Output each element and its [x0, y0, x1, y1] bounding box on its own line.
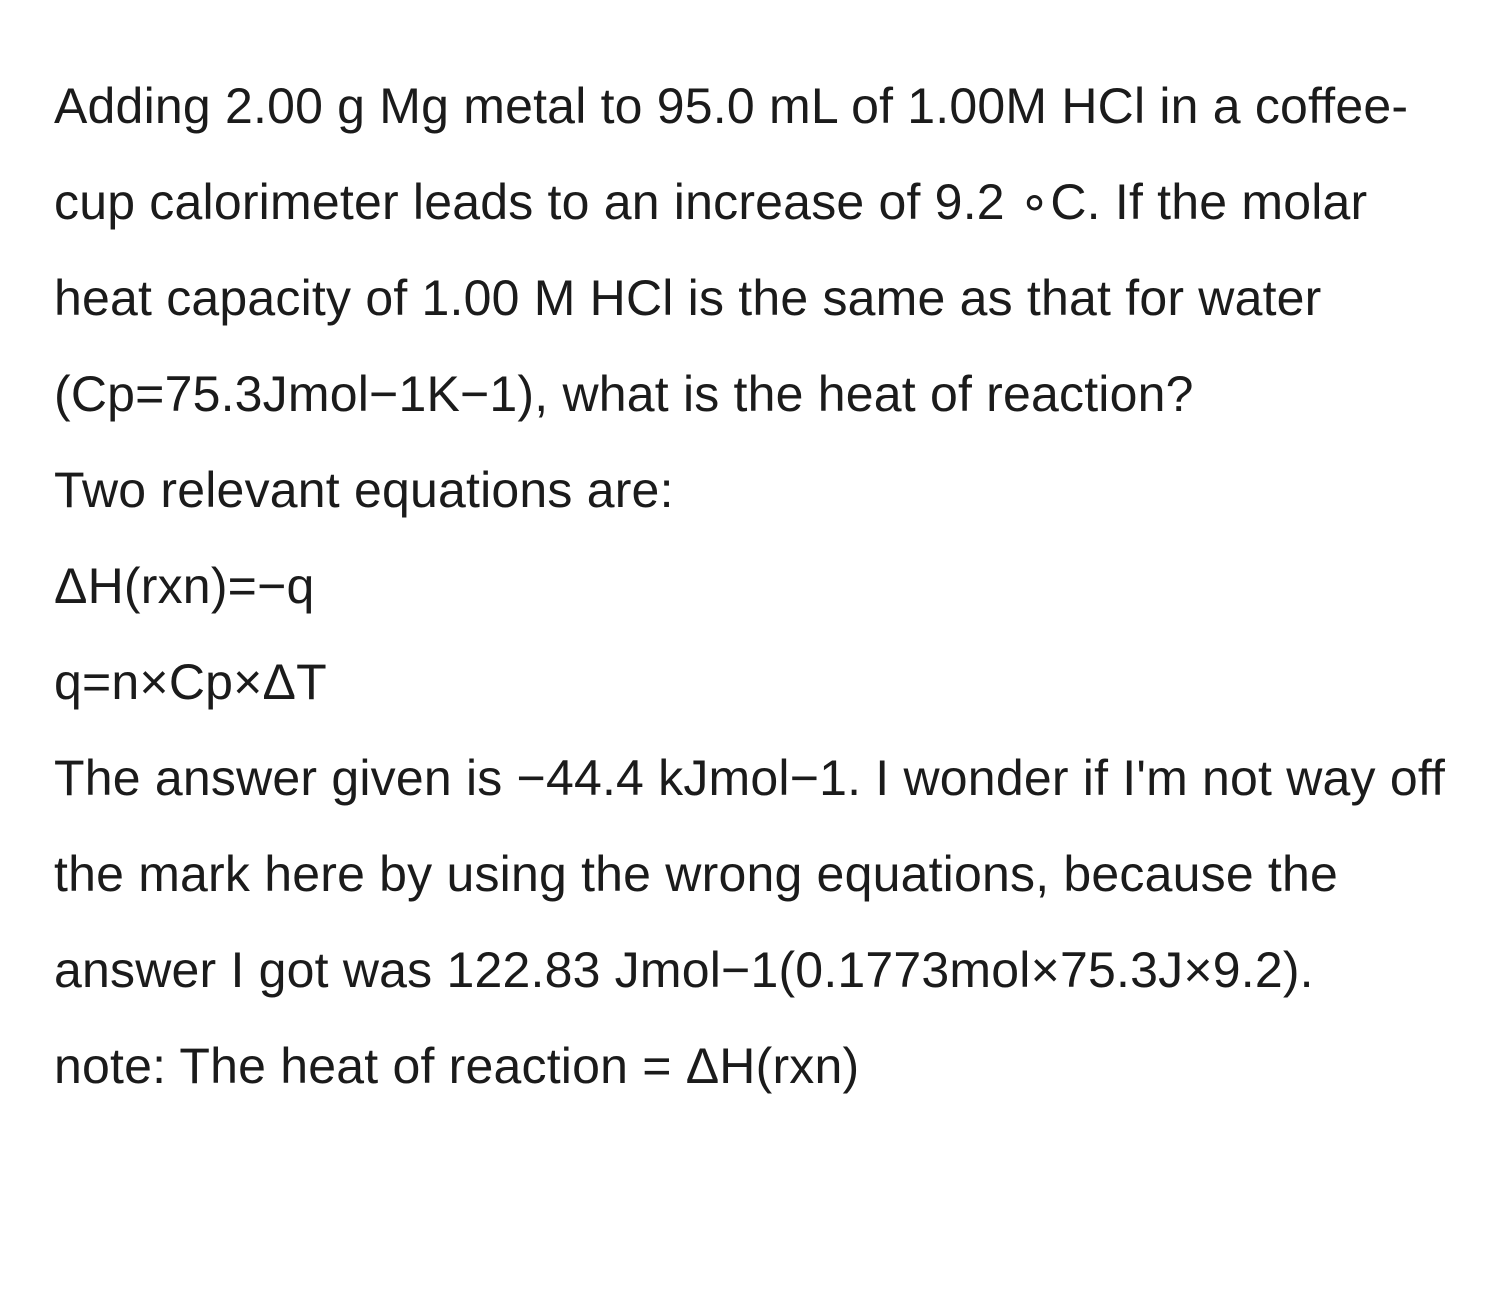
note: note: The heat of reaction = ΔH(rxn)	[54, 1018, 1446, 1114]
answer-discussion: The answer given is −44.4 kJmol−1. I won…	[54, 730, 1446, 1018]
document-body: Adding 2.00 g Mg metal to 95.0 mL of 1.0…	[0, 0, 1500, 1114]
problem-statement: Adding 2.00 g Mg metal to 95.0 mL of 1.0…	[54, 58, 1446, 442]
equation-enthalpy: ΔH(rxn)=−q	[54, 538, 1446, 634]
equation-heat: q=n×Cp×ΔT	[54, 634, 1446, 730]
equations-intro: Two relevant equations are:	[54, 442, 1446, 538]
